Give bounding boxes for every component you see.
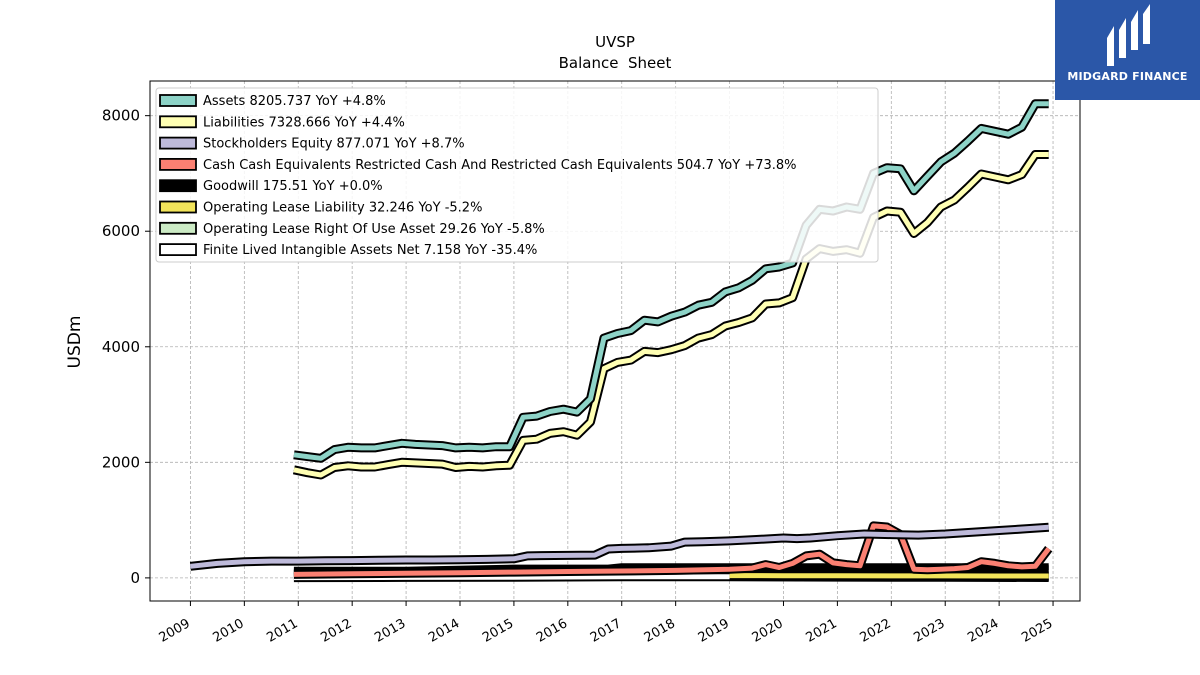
plot-frame: [149, 80, 1081, 602]
y-tick-label: 2000: [102, 453, 140, 471]
x-tick-label: 2018: [642, 616, 678, 646]
x-tick-label: 2020: [750, 616, 786, 646]
legend-box: [155, 87, 879, 263]
x-tick-label: 2024: [965, 616, 1001, 646]
x-tick-label: 2009: [157, 616, 193, 646]
x-tick-label: 2012: [318, 616, 354, 646]
legend-entry: Assets 8205.737 YoY +4.8%: [203, 94, 386, 109]
legend-entry: Operating Lease Liability 32.246 YoY -5.…: [203, 201, 482, 216]
legend-swatch: [159, 221, 197, 235]
y-axis-label: USDm: [65, 316, 85, 369]
x-tick-label: 2015: [480, 616, 516, 646]
x-tick-label: 2011: [264, 616, 300, 646]
series-line: [293, 99, 1049, 463]
x-tick-label: 2016: [534, 616, 570, 646]
series-line-core: [293, 152, 1049, 478]
legend-entry: Finite Lived Intangible Assets Net 7.158…: [203, 243, 537, 258]
legend-entry: Goodwill 175.51 YoY +0.0%: [203, 179, 383, 194]
brand-mark-icon: [1107, 4, 1150, 66]
legend-entry: Operating Lease Right Of Use Asset 29.26…: [203, 222, 545, 237]
series-line-core: [190, 524, 1049, 569]
x-tick-label: 2025: [1019, 616, 1055, 646]
legend-swatch: [159, 157, 197, 171]
series-layer: [189, 99, 1053, 583]
x-tick-label: 2022: [857, 616, 893, 646]
legend-swatch: [159, 243, 197, 257]
series-line: [292, 150, 1049, 480]
legend-entry: Stockholders Equity 877.071 YoY +8.7%: [203, 137, 465, 152]
x-tick-label: 2014: [426, 616, 462, 646]
legend-entry: Cash Cash Equivalents Restricted Cash An…: [203, 158, 797, 173]
chart-title: UVSP: [595, 33, 635, 51]
x-tick-label: 2021: [804, 616, 840, 646]
brand-logo: MIDGARD FINANCE: [1055, 0, 1200, 100]
chart-subtitle: Balance Sheet: [559, 54, 672, 72]
series-line: [293, 521, 1053, 579]
x-tick-label: 2013: [372, 616, 408, 646]
series-line-core: [293, 101, 1049, 461]
legend-entry: Liabilities 7328.666 YoY +4.4%: [203, 115, 405, 130]
y-tick-label: 4000: [102, 338, 140, 356]
legend-swatch: [159, 179, 197, 193]
y-tick-label: 8000: [102, 107, 140, 125]
x-tick-label: 2010: [211, 616, 247, 646]
legend-swatch: [159, 94, 197, 107]
x-tick-label: 2017: [588, 616, 624, 646]
legend-swatch: [159, 115, 197, 129]
legend-swatch: [159, 136, 197, 150]
x-tick-label: 2023: [911, 616, 947, 646]
series-line-core: [293, 523, 1051, 577]
x-tick-label: 2019: [696, 616, 732, 646]
legend-swatch: [159, 200, 197, 214]
y-tick-label: 6000: [102, 222, 140, 240]
y-tick-label: 0: [130, 569, 140, 587]
brand-name: MIDGARD FINANCE: [1067, 70, 1188, 83]
legend: Assets 8205.737 YoY +4.8% Liabilities 732…: [155, 87, 879, 263]
series-line: [189, 522, 1050, 571]
